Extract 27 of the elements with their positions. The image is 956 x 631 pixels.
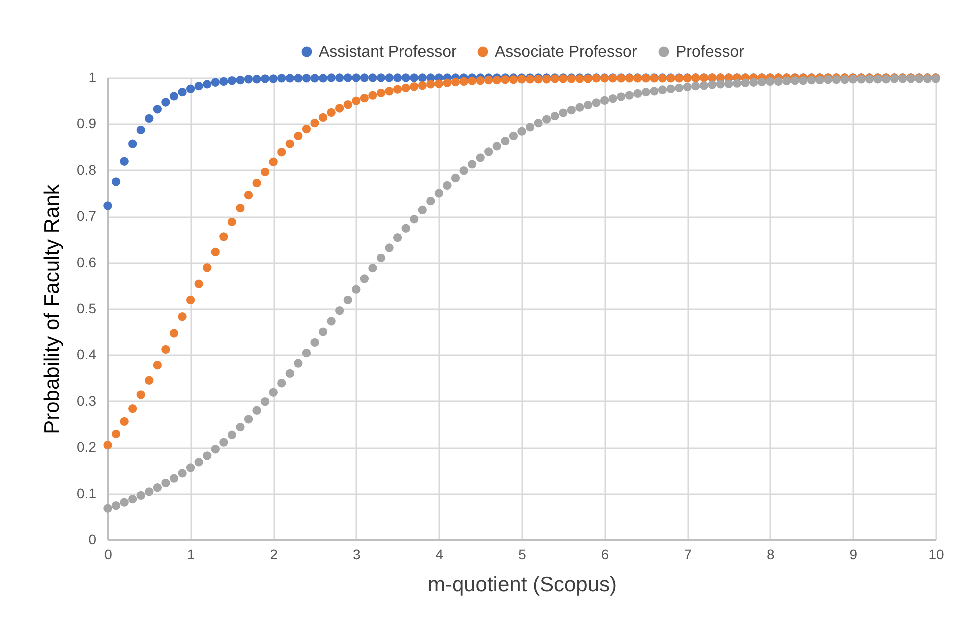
y-tick-label: 0.5 <box>77 300 97 316</box>
y-tick-label: 0.6 <box>77 254 97 270</box>
x-tick-label: 4 <box>436 546 444 562</box>
y-tick-label: 0.9 <box>77 116 97 132</box>
y-tick-label: 0.1 <box>77 485 97 502</box>
y-tick-label: 0 <box>88 532 97 548</box>
x-tick-label: 1 <box>187 546 196 562</box>
legend-label: Assistant Professor <box>319 44 458 61</box>
y-tick-label: 0.3 <box>77 392 97 409</box>
y-tick-label: 0.7 <box>77 208 97 224</box>
y-axis-title: Probability of Faculty Rank <box>41 184 64 434</box>
x-tick-label: 10 <box>928 546 944 562</box>
legend-label: Associate Professor <box>495 44 638 61</box>
y-tick-label: 1 <box>88 70 97 86</box>
x-tick-label: 6 <box>601 546 610 562</box>
y-tick-label: 0.2 <box>77 439 97 456</box>
x-tick-label: 7 <box>684 546 692 562</box>
x-tick-label: 2 <box>270 546 278 562</box>
y-tick-label: 0.8 <box>77 162 97 178</box>
x-tick-label: 3 <box>353 546 361 562</box>
x-tick-label: 9 <box>850 546 858 562</box>
x-tick-label: 0 <box>104 546 113 562</box>
legend-label: Professor <box>676 44 746 61</box>
x-tick-label: 8 <box>767 546 775 562</box>
y-tick-label: 0.4 <box>77 346 97 363</box>
x-axis-title: m-quotient (Scopus) <box>428 574 618 596</box>
x-tick-label: 5 <box>518 546 527 562</box>
